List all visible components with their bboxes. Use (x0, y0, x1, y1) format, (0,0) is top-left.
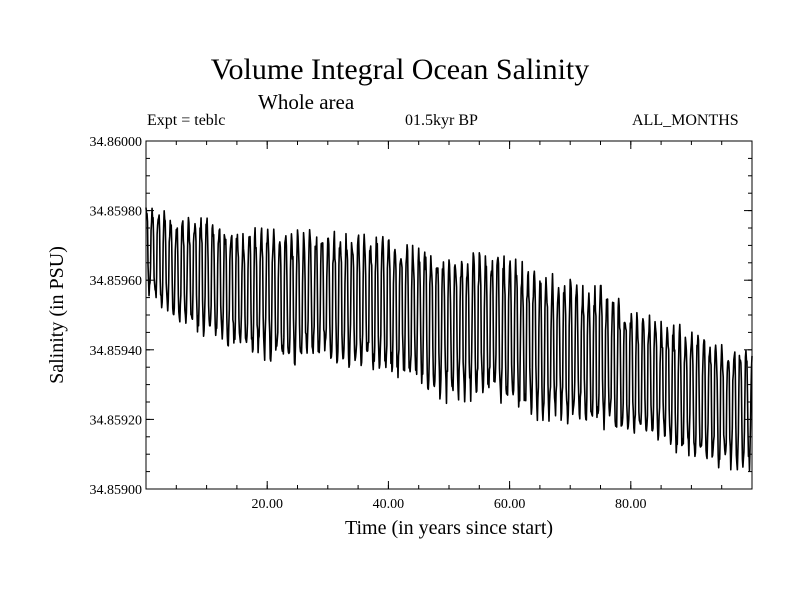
y-tick-label: 34.86000 (90, 135, 143, 150)
series-line-salinity (145, 207, 753, 472)
x-tick-label: 80.00 (615, 497, 647, 512)
y-tick-label: 34.85940 (90, 344, 143, 359)
y-tick-label: 34.85920 (90, 413, 143, 428)
y-tick-label: 34.85900 (90, 483, 143, 498)
y-tick-label: 34.85960 (90, 274, 143, 289)
series-layer (145, 207, 753, 472)
y-tick-label: 34.85980 (90, 205, 143, 220)
x-tick-label: 60.00 (494, 497, 526, 512)
chart-title: Volume Integral Ocean Salinity (210, 53, 590, 86)
y-axis: 34.85900 34.85920 34.85940 34.85960 34.85980… (90, 135, 752, 498)
period-label: 01.5kyr BP (405, 112, 478, 129)
plot-frame (145, 140, 753, 490)
y-axis-label: Salinity (in PSU) (46, 246, 68, 384)
x-axis-label: Time (in years since start) (345, 517, 553, 539)
x-axis: 20.00 40.00 60.00 80.00 (175, 141, 723, 512)
experiment-label: Expt = teblc (147, 112, 226, 129)
x-tick-label: 40.00 (373, 497, 405, 512)
x-tick-label: 20.00 (251, 497, 283, 512)
months-label: ALL_MONTHS (632, 112, 739, 129)
chart-subtitle: Whole area (258, 90, 355, 114)
